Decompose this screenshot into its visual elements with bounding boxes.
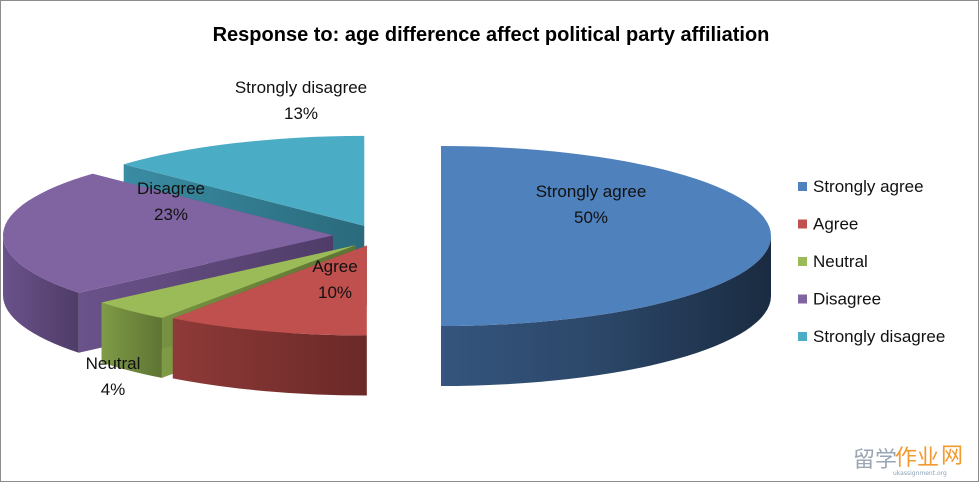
watermark-url: ukassignment.org: [893, 470, 947, 477]
legend-label-agree: Agree: [813, 215, 858, 234]
legend-label-strongly-disagree: Strongly disagree: [813, 327, 945, 346]
slice-side: [3, 235, 79, 353]
watermark: 留学 作业 网 ukassignment.org: [853, 444, 963, 477]
slice-top-neutral: [101, 245, 356, 318]
pie-slices: [3, 135, 771, 396]
legend-label-strongly-agree: Strongly agree: [813, 177, 924, 196]
legend-swatch-strongly-disagree: [798, 332, 807, 341]
data-label-name-neutral: Neutral: [86, 354, 141, 373]
slice-top-strongly-disagree: [123, 135, 365, 226]
data-label-name-agree: Agree: [312, 257, 357, 276]
watermark-text-2: 作业: [895, 446, 939, 471]
slice-side: [101, 302, 162, 378]
data-label-name-strongly-disagree: Strongly disagree: [235, 78, 367, 97]
legend-label-neutral: Neutral: [813, 252, 868, 271]
slice-top-disagree: [3, 173, 334, 293]
legend-swatch-neutral: [798, 257, 807, 266]
data-labels: Strongly agree 50% Agree 10% Neutral 4% Disagr…: [86, 78, 647, 399]
legend-swatch-disagree: [798, 294, 807, 304]
data-label-value-strongly-disagree: 13%: [284, 104, 318, 123]
data-label-name-disagree: Disagree: [137, 179, 205, 198]
data-label-value-disagree: 23%: [154, 205, 188, 224]
slice-strongly-agree: [441, 146, 771, 386]
chart-title: Response to: age difference affect polit…: [213, 24, 770, 46]
data-label-value-neutral: 4%: [101, 380, 126, 399]
slice-side: [172, 318, 367, 396]
legend: Strongly agree Agree Neutral Disagree Strong…: [798, 177, 945, 346]
slice-agree: [172, 245, 367, 396]
data-label-name-strongly-agree: Strongly agree: [536, 182, 647, 201]
slice-side: [441, 236, 771, 386]
slice-top-strongly-agree: [441, 146, 771, 326]
legend-label-disagree: Disagree: [813, 290, 881, 309]
slice-top-agree: [172, 245, 367, 336]
data-label-value-strongly-agree: 50%: [574, 208, 608, 227]
data-label-value-agree: 10%: [318, 283, 352, 302]
watermark-text-3: 网: [941, 444, 963, 469]
legend-swatch-agree: [798, 219, 807, 229]
watermark-text-1: 留学: [853, 448, 897, 473]
legend-swatch-strongly-agree: [798, 182, 807, 191]
